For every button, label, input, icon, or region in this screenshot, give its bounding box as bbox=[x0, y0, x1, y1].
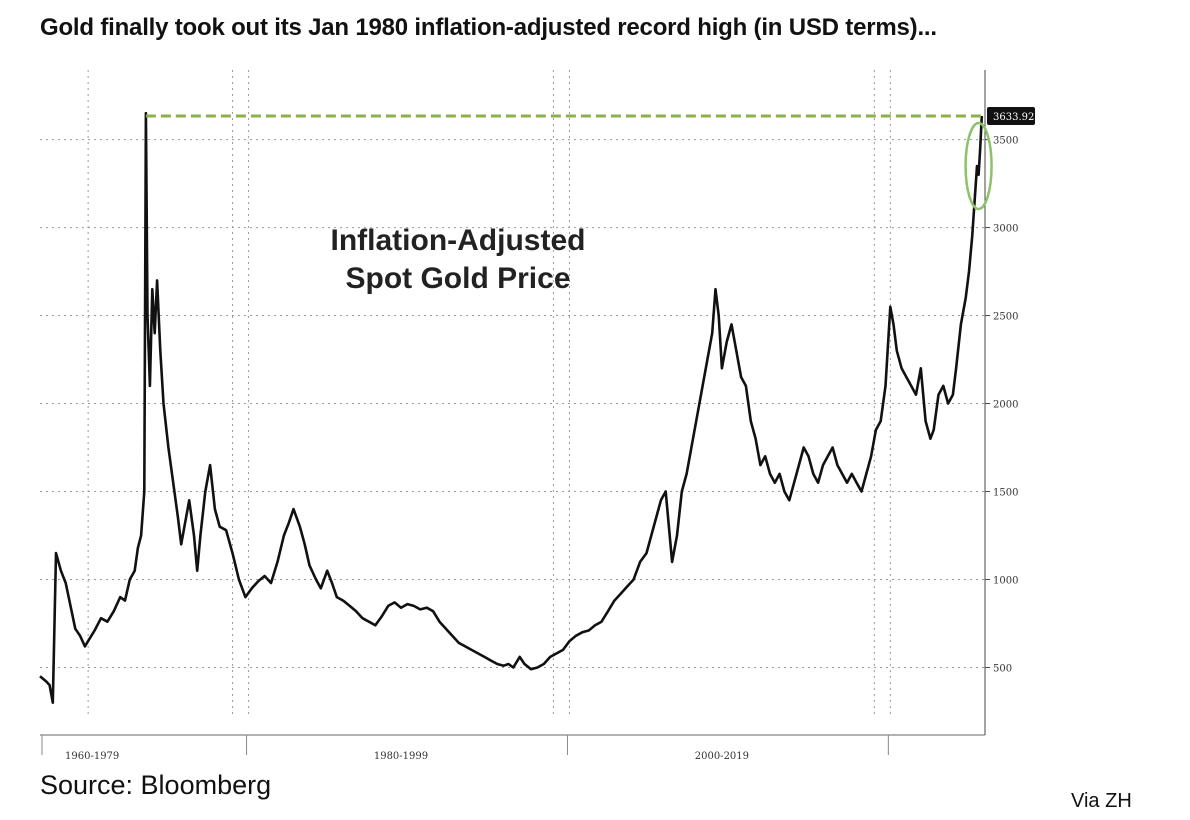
credit-label: Via ZH bbox=[1071, 790, 1132, 812]
overlay-layer: 3633.92 bbox=[145, 107, 1035, 211]
x-axis: 1960-1979 1980-1999 2000-2019 bbox=[40, 734, 985, 762]
x-group-label-1: 1980-1999 bbox=[374, 751, 428, 760]
x-group-label-2: 2000-2019 bbox=[695, 751, 749, 760]
gold-price-line bbox=[39, 111, 984, 704]
gridlines bbox=[40, 70, 985, 715]
y-tick-label-4: 2500 bbox=[993, 312, 1018, 323]
chart-annotation-line-1: Inflation-Adjusted bbox=[331, 224, 586, 257]
y-tick-label-6: 3500 bbox=[993, 136, 1018, 147]
series-layer bbox=[39, 111, 984, 704]
highlight-ellipse bbox=[964, 121, 993, 211]
y-tick-label-5: 3000 bbox=[993, 224, 1018, 235]
chart-annotation-line-2: Spot Gold Price bbox=[345, 262, 570, 295]
chart-area: 1960-1979 1980-1999 2000-2019 500 1000 1500 2… bbox=[0, 60, 1190, 762]
y-axis: 500 1000 1500 2000 2500 3000 3500 bbox=[984, 70, 1018, 735]
x-group-label-0: 1960-1979 bbox=[65, 751, 119, 760]
source-label: Source: Bloomberg bbox=[40, 770, 272, 800]
gold-price-chart: 1960-1979 1980-1999 2000-2019 500 1000 1500 2… bbox=[39, 70, 1035, 762]
last-value-tag bbox=[987, 107, 1035, 126]
last-value-label: 3633.92 bbox=[993, 112, 1034, 123]
y-tick-label-3: 2000 bbox=[993, 400, 1018, 411]
headline: Gold finally took out its Jan 1980 infla… bbox=[40, 14, 937, 41]
y-tick-label-2: 1500 bbox=[993, 488, 1018, 499]
y-tick-label-0: 500 bbox=[993, 663, 1012, 674]
y-tick-label-1: 1000 bbox=[993, 576, 1018, 587]
